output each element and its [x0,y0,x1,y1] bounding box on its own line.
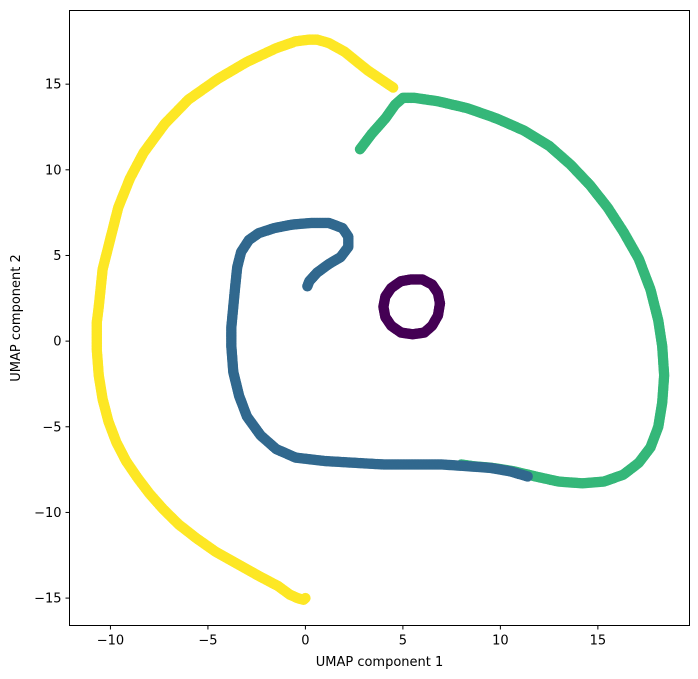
series-2 [226,217,533,482]
series-1 [354,92,670,489]
series-0 [91,34,399,605]
x-axis-ticks: −10 −5 0 5 10 15 [97,625,607,649]
y-axis-label: UMAP component 2 [9,254,24,382]
series-3 [378,274,446,340]
x-tick-label: 5 [399,634,407,649]
scatter-points [91,34,670,605]
y-tick-label: 5 [53,249,61,264]
x-tick-label: −10 [97,634,124,649]
y-tick-label: −10 [34,506,61,521]
y-tick-label: 0 [53,335,61,350]
data-point [434,298,446,309]
y-tick-label: −5 [42,420,61,435]
data-point [300,592,311,604]
plot-frame [69,10,690,626]
y-tick-label: 10 [45,163,62,178]
x-axis-label: UMAP component 1 [316,655,444,670]
data-point [302,281,313,292]
x-tick-label: −5 [198,634,217,649]
y-axis-ticks: −15 −10 −5 0 5 10 15 [34,78,70,607]
y-tick-label: −15 [34,592,61,607]
x-tick-label: 0 [301,634,309,649]
x-tick-label: 15 [590,634,607,649]
y-tick-label: 15 [45,78,62,93]
x-tick-label: 10 [492,634,509,649]
